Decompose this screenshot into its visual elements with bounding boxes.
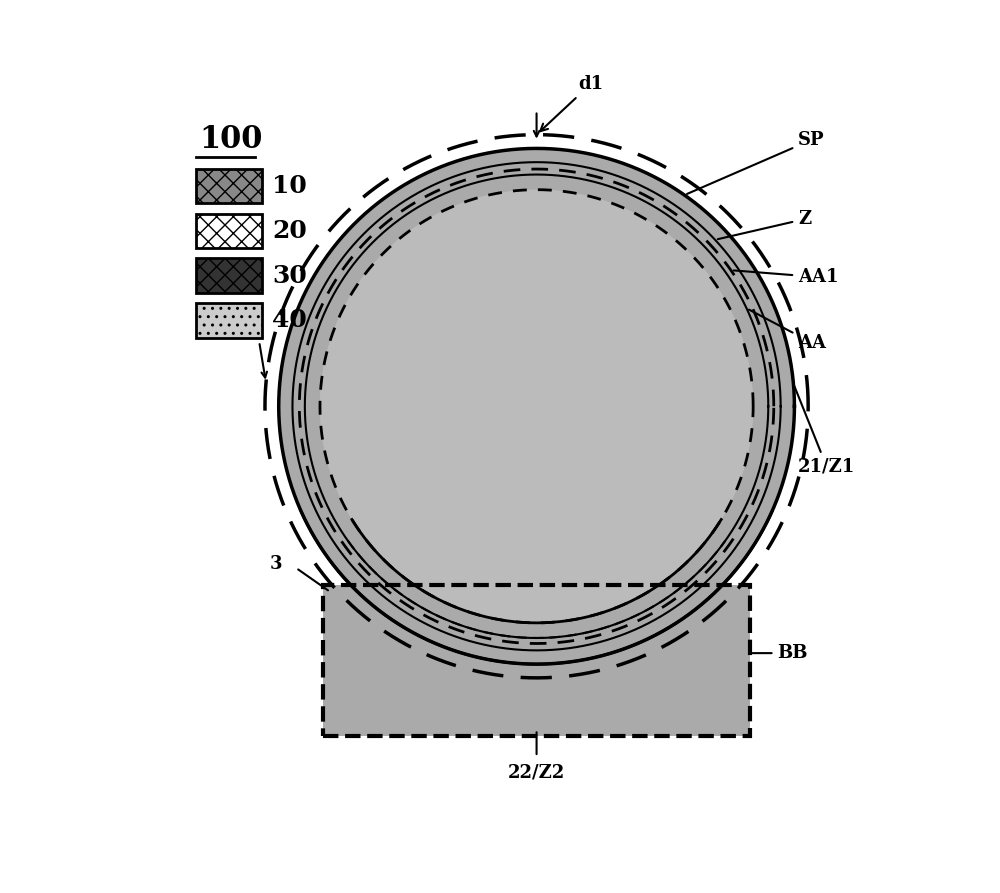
Text: B: B bbox=[419, 354, 435, 371]
Text: 20: 20 bbox=[272, 219, 307, 243]
Circle shape bbox=[279, 148, 794, 664]
Text: BB: BB bbox=[753, 644, 808, 662]
Text: d1: d1 bbox=[540, 75, 603, 131]
Text: 40: 40 bbox=[272, 308, 307, 332]
Text: 30: 30 bbox=[272, 263, 307, 288]
Circle shape bbox=[320, 189, 753, 623]
Text: B: B bbox=[237, 316, 252, 335]
FancyBboxPatch shape bbox=[196, 213, 262, 248]
FancyBboxPatch shape bbox=[196, 258, 262, 293]
Text: 21/Z1: 21/Z1 bbox=[794, 387, 855, 475]
Text: Z: Z bbox=[718, 210, 811, 239]
FancyBboxPatch shape bbox=[196, 169, 262, 204]
Text: 22/Z2: 22/Z2 bbox=[508, 764, 565, 782]
FancyBboxPatch shape bbox=[196, 303, 262, 338]
Text: AA: AA bbox=[749, 310, 826, 352]
Circle shape bbox=[279, 148, 794, 664]
Text: 100: 100 bbox=[200, 124, 263, 155]
FancyBboxPatch shape bbox=[323, 585, 750, 737]
Text: SP: SP bbox=[687, 131, 824, 194]
Text: 3: 3 bbox=[270, 555, 282, 573]
Circle shape bbox=[320, 189, 753, 623]
Text: 10: 10 bbox=[272, 174, 307, 198]
Text: AA1: AA1 bbox=[734, 268, 838, 286]
